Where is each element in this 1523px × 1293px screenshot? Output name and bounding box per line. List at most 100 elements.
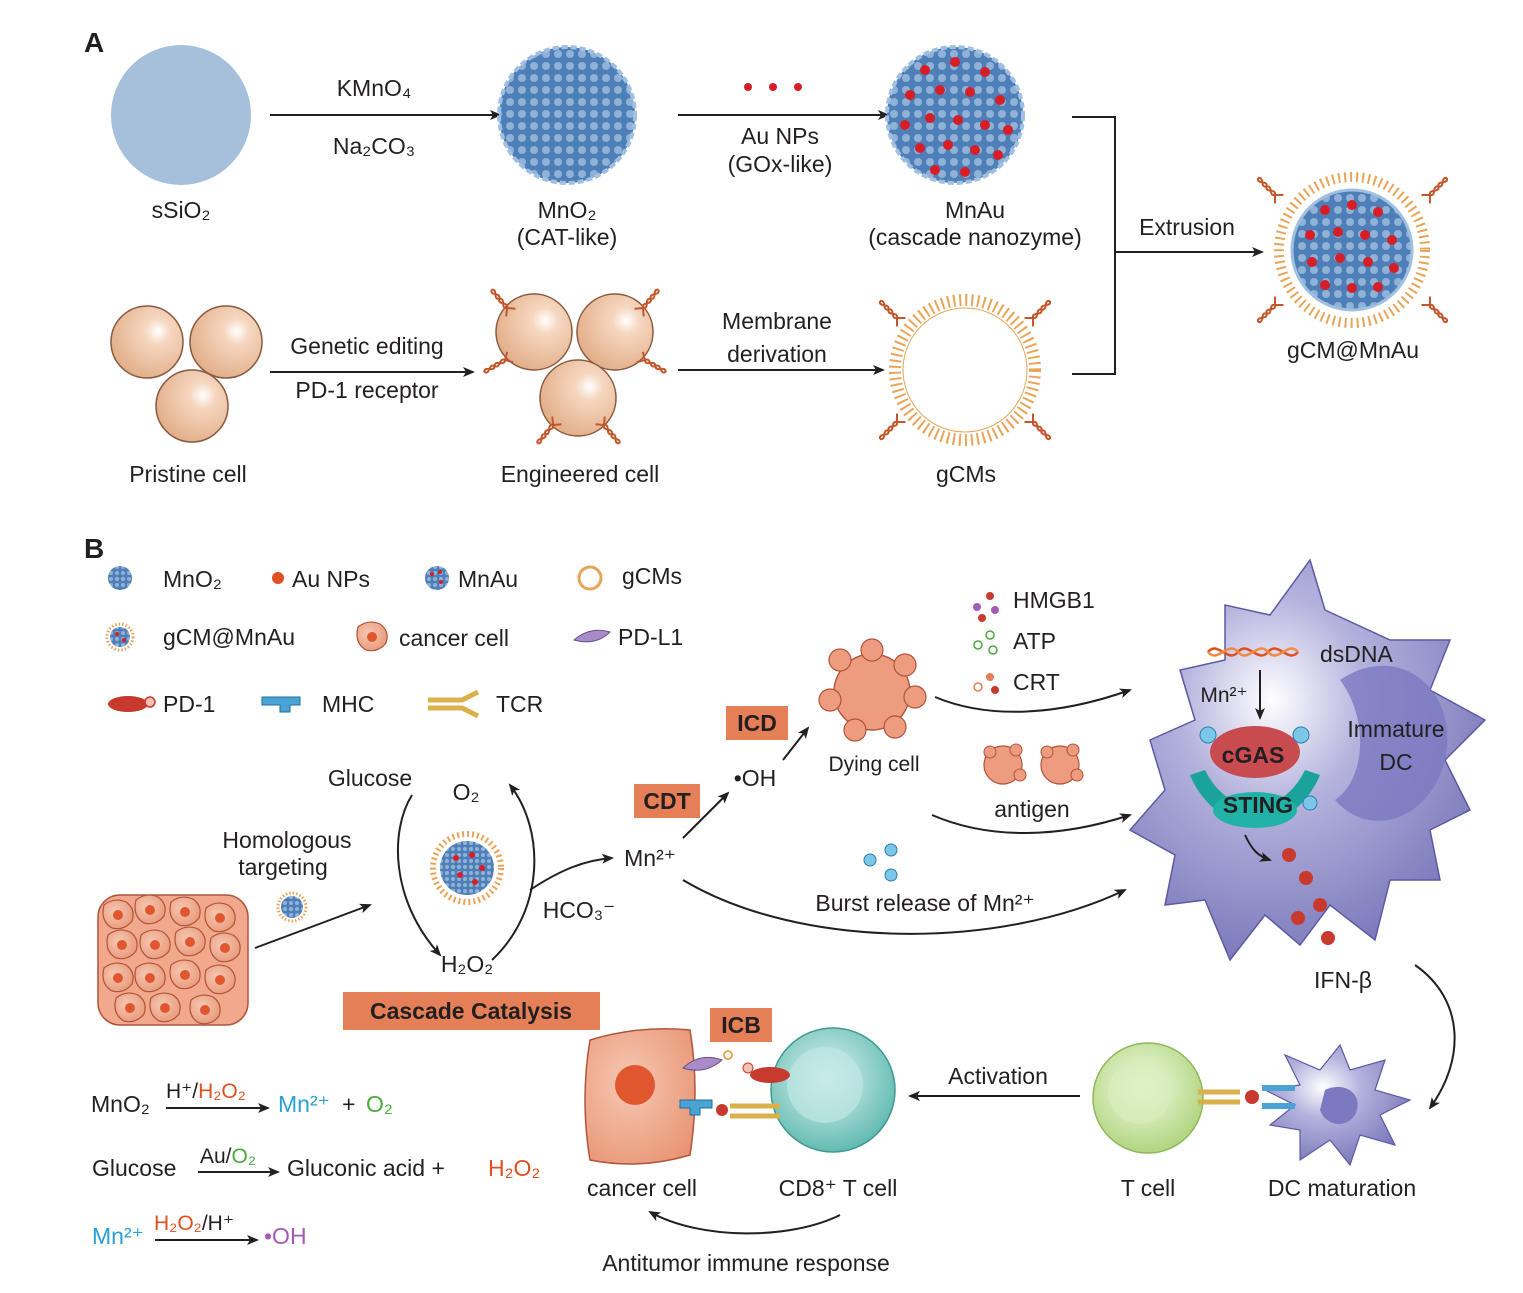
oh-label: •OH <box>734 765 777 791</box>
ifn-label: IFN-β <box>1314 967 1372 993</box>
pd1-pdl1-interaction <box>682 1050 790 1083</box>
mno2-sphere <box>497 45 637 185</box>
eq2-au: Au/ <box>200 1145 232 1168</box>
gcm-mnau-label: gCM@MnAu <box>1287 337 1419 363</box>
gox-label: (GOx-like) <box>728 151 833 177</box>
legend-pd1-icon <box>108 696 156 712</box>
dying-cell-label: Dying cell <box>828 753 919 776</box>
cd8-label: CD8⁺ T cell <box>779 1175 898 1201</box>
arrow-damps-to-dc <box>934 688 1132 713</box>
arrow-h2o2-to-o2 <box>491 783 536 961</box>
legend-tcr-label: TCR <box>496 691 543 717</box>
engineered-cells <box>480 284 670 449</box>
arrow-homologous-targeting <box>254 903 372 949</box>
antigen-icon <box>983 743 1084 785</box>
icd-label: ICD <box>737 710 777 736</box>
o2-label: O₂ <box>453 779 480 805</box>
icd-badge <box>726 706 788 740</box>
legend-gcms-label: gCMs <box>622 563 682 589</box>
legend-cancer-icon <box>356 621 388 652</box>
eq2-product: Gluconic acid + <box>287 1155 445 1181</box>
cascade-nanozyme-label: (cascade nanozyme) <box>868 224 1082 250</box>
dc-maturation-label: DC maturation <box>1268 1175 1416 1201</box>
sting-protein <box>1190 770 1320 828</box>
arrow-oh-to-dying <box>782 726 810 761</box>
t-cell <box>1092 1042 1204 1154</box>
hco3-label: HCO₃⁻ <box>543 897 616 923</box>
legend-tcr-icon <box>428 689 480 719</box>
eq1-mn: Mn²⁺ <box>278 1091 330 1117</box>
extrusion-label: Extrusion <box>1139 214 1235 240</box>
svg-text:Au/O₂: Au/O₂ <box>200 1145 256 1168</box>
cancer-cell-label: cancer cell <box>587 1175 697 1201</box>
hmgb1-icon <box>973 592 999 622</box>
gcm-mnau-particle <box>1252 172 1453 328</box>
legend-mnau-icon <box>425 566 449 590</box>
mno2-label: MnO₂ <box>538 197 597 223</box>
legend-pdl1-label: PD-L1 <box>618 624 683 650</box>
immature-label: Immature <box>1347 716 1444 742</box>
legend-pdl1-icon <box>572 629 611 643</box>
tcr-mhc-synapse <box>1198 1085 1295 1109</box>
eq2-reactant: Glucose <box>92 1155 176 1181</box>
gcms-vesicle <box>874 294 1056 446</box>
immature-dc-label: DC <box>1379 749 1412 775</box>
hmgb1-label: HMGB1 <box>1013 587 1095 613</box>
eq1-o2: O₂ <box>366 1091 393 1117</box>
legend-mno2-label: MnO₂ <box>163 566 222 592</box>
eq1-h-plus: H⁺/ <box>166 1080 198 1103</box>
ssio2-label: sSiO₂ <box>152 197 211 223</box>
sting-label: STING <box>1223 792 1293 818</box>
svg-text:H₂O₂/H⁺: H₂O₂/H⁺ <box>154 1212 234 1235</box>
antitumor-label: Antitumor immune response <box>602 1250 890 1276</box>
panel-a-label: A <box>84 27 104 58</box>
mn2-label: Mn²⁺ <box>624 845 676 871</box>
eq3-h-plus: /H⁺ <box>202 1212 234 1235</box>
legend-cancer-label: cancer cell <box>399 625 509 651</box>
dying-cell <box>818 638 927 742</box>
antigen-label: antigen <box>994 796 1069 822</box>
dsdna-icon <box>1207 647 1299 657</box>
arrow-burst-to-dc <box>682 879 1127 935</box>
arrow-ifn-to-maturation <box>1414 964 1456 1110</box>
tumor-cell-cluster <box>97 894 249 1026</box>
legend-gcm-mnau-label: gCM@MnAu <box>163 624 295 650</box>
au-dot <box>794 83 802 91</box>
t-cell-label: T cell <box>1121 1175 1176 1201</box>
cascade-catalysis-label: Cascade Catalysis <box>370 998 572 1024</box>
burst-release-label: Burst release of Mn²⁺ <box>815 890 1034 916</box>
au-nps-label: Au NPs <box>741 123 819 149</box>
derivation-label: derivation <box>727 341 827 367</box>
mature-dc <box>1263 1043 1412 1167</box>
arrow-sting-to-ifn <box>1244 834 1272 862</box>
au-dot <box>769 83 777 91</box>
equation-2: Glucose Au/O₂ Gluconic acid + H₂O₂ <box>92 1145 540 1181</box>
merge-bracket <box>1072 116 1116 375</box>
legend: MnO₂ Au NPs MnAu gCMs gCM@MnAu cancer ce… <box>105 563 683 719</box>
cgas-label: cGAS <box>1222 742 1285 768</box>
eq3-reactant: Mn²⁺ <box>92 1223 144 1249</box>
dsdna-label: dsDNA <box>1320 641 1394 667</box>
cascade-catalysis-badge <box>343 992 600 1030</box>
activation-label: Activation <box>948 1063 1048 1089</box>
equation-3: Mn²⁺ H₂O₂/H⁺ •OH <box>92 1212 307 1249</box>
arrow-to-mn2 <box>529 853 614 891</box>
legend-mno2-icon <box>108 566 132 590</box>
ifn-icon <box>1282 848 1335 945</box>
homologous-label: Homologous <box>222 827 351 853</box>
legend-mhc-icon <box>261 696 301 713</box>
genetic-editing-label: Genetic editing <box>290 333 443 359</box>
dc-mn-label: Mn²⁺ <box>1200 684 1247 707</box>
gcms-label: gCMs <box>936 461 996 487</box>
crt-label: CRT <box>1013 669 1060 695</box>
legend-au-icon <box>272 572 284 584</box>
ssio2-sphere <box>111 45 251 185</box>
eq3-product: •OH <box>264 1223 307 1249</box>
svg-text:H⁺/H₂O₂: H⁺/H₂O₂ <box>166 1080 246 1103</box>
cgas-protein <box>1199 726 1310 778</box>
legend-pd1-label: PD-1 <box>163 691 215 717</box>
eq1-plus: + <box>342 1091 355 1117</box>
atp-icon <box>973 630 998 655</box>
glucose-label: Glucose <box>328 765 412 791</box>
